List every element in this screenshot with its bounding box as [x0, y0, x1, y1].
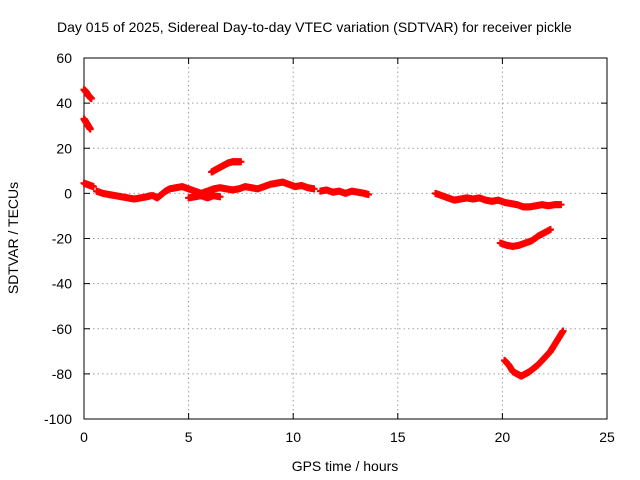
data-point — [559, 327, 567, 335]
y-tick-label: 60 — [56, 50, 72, 66]
x-tick-label: 20 — [495, 429, 511, 445]
data-series-segment — [316, 186, 373, 199]
data-series-segment — [208, 158, 245, 176]
data-point — [365, 191, 373, 199]
data-point — [547, 225, 555, 233]
y-tick-label: 20 — [56, 140, 72, 156]
data-points — [80, 86, 567, 380]
x-tick-label: 25 — [599, 429, 615, 445]
y-tick-label: -100 — [44, 411, 72, 427]
y-tick-label: -60 — [52, 321, 72, 337]
x-tick-label: 10 — [285, 429, 301, 445]
data-series-segment — [185, 192, 224, 202]
data-series-segment — [93, 187, 155, 203]
gridlines — [84, 58, 607, 419]
data-point — [310, 185, 318, 193]
data-series-segment — [80, 115, 94, 133]
x-axis-label: GPS time / hours — [292, 458, 399, 474]
x-tick-label: 5 — [185, 429, 193, 445]
data-series-segment — [496, 225, 555, 250]
y-tick-label: 0 — [64, 185, 72, 201]
y-tick-label: -40 — [52, 276, 72, 292]
data-point — [86, 125, 94, 133]
x-tick-label: 0 — [80, 429, 88, 445]
data-series-segment — [431, 189, 565, 211]
data-series-segment — [500, 327, 567, 380]
data-point — [89, 183, 97, 191]
data-point — [87, 95, 95, 103]
y-tick-label: -80 — [52, 366, 72, 382]
data-series-segment — [80, 86, 95, 103]
data-series-segment — [149, 178, 318, 202]
data-point — [216, 193, 224, 201]
y-tick-label: -20 — [52, 231, 72, 247]
y-axis-label: SDTVAR / TECUs — [5, 182, 21, 294]
x-tick-label: 15 — [390, 429, 406, 445]
chart-title: Day 015 of 2025, Sidereal Day-to-day VTE… — [57, 19, 572, 35]
data-point — [557, 201, 565, 209]
y-tick-label: 40 — [56, 95, 72, 111]
axis-ticks: -100 -80 -60 -40 -20 0 20 40 60 0 5 10 15 20 25 — [44, 50, 615, 445]
data-series-segment — [80, 179, 97, 191]
data-point — [237, 158, 245, 166]
